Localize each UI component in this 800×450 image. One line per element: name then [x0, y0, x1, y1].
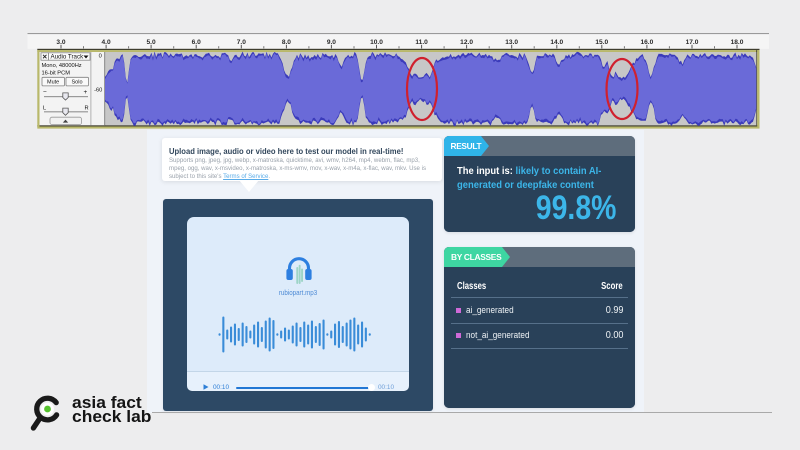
svg-text:15.0: 15.0 [595, 39, 608, 46]
svg-text:+: + [84, 89, 88, 96]
svg-text:6.0: 6.0 [192, 39, 201, 46]
svg-text:-60: -60 [94, 88, 102, 94]
svg-text:8.0: 8.0 [282, 39, 291, 46]
svg-text:−: − [43, 89, 47, 96]
svg-text:17.0: 17.0 [686, 39, 699, 46]
svg-text:16.0: 16.0 [640, 39, 653, 46]
svg-text:5.0: 5.0 [147, 39, 156, 46]
svg-text:7.0: 7.0 [237, 39, 246, 46]
svg-text:18.0: 18.0 [731, 39, 744, 46]
svg-text:Mute: Mute [47, 80, 59, 86]
svg-text:16-bit PCM: 16-bit PCM [42, 71, 71, 77]
svg-text:10.0: 10.0 [370, 39, 383, 46]
svg-text:11.0: 11.0 [415, 39, 428, 46]
svg-text:R: R [85, 106, 89, 112]
svg-text:Audio Track: Audio Track [51, 54, 85, 61]
svg-text:4.0: 4.0 [102, 39, 111, 46]
svg-text:Solo: Solo [72, 80, 83, 86]
svg-text:Mono, 48000Hz: Mono, 48000Hz [42, 63, 82, 69]
svg-text:14.0: 14.0 [550, 39, 563, 46]
svg-text:12.0: 12.0 [460, 39, 473, 46]
svg-text:L: L [43, 106, 46, 112]
svg-text:0: 0 [99, 54, 102, 60]
svg-text:3.0: 3.0 [56, 39, 65, 46]
svg-text:9.0: 9.0 [327, 39, 336, 46]
svg-text:13.0: 13.0 [505, 39, 518, 46]
